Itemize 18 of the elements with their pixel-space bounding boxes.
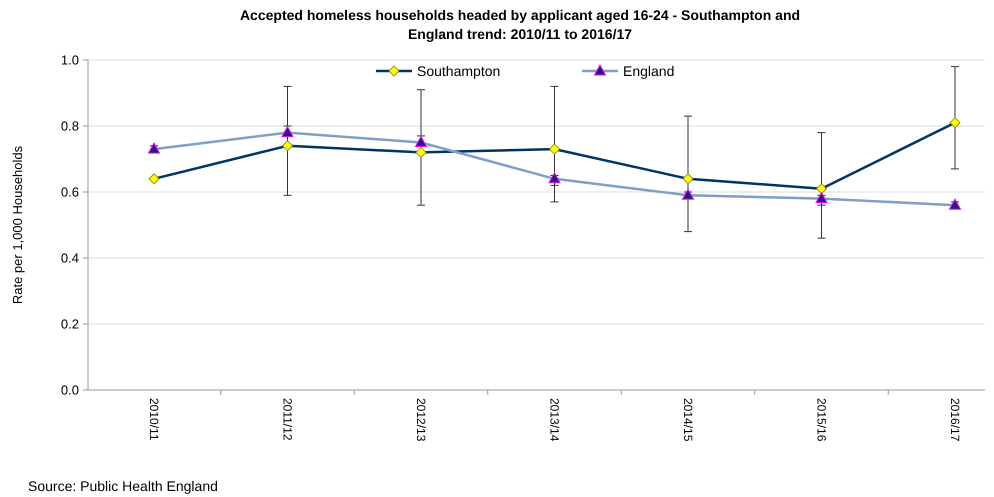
- chart-title: Accepted homeless households headed by applicant aged 16-24 - Southampton and England trend: 2010/11 to 2016/17: [240, 7, 800, 42]
- x-tick-label: 2015/16: [814, 398, 828, 442]
- x-tick-label: 2011/12: [280, 398, 294, 441]
- x-tick-label: 2012/13: [414, 398, 428, 442]
- y-tick-label: 0.4: [60, 250, 79, 266]
- y-axis-title: Rate per 1,000 Households: [10, 145, 25, 304]
- x-tick-label: 2013/14: [547, 398, 562, 442]
- y-tick-label: 0.2: [60, 316, 79, 332]
- y-tick-label: 0.6: [60, 184, 79, 200]
- y-tick-label: 1.0: [60, 52, 79, 68]
- legend-label: England: [623, 62, 674, 79]
- x-tick-label: 2014/15: [680, 398, 695, 442]
- x-tick-label: 2010/11: [146, 398, 161, 441]
- y-tick-label: 0.0: [60, 382, 79, 398]
- x-tick-label: 2016/17: [948, 398, 962, 442]
- legend-label: Southampton: [417, 62, 500, 79]
- source-note: Source: Public Health England: [28, 478, 218, 494]
- y-tick-label: 0.8: [60, 118, 79, 134]
